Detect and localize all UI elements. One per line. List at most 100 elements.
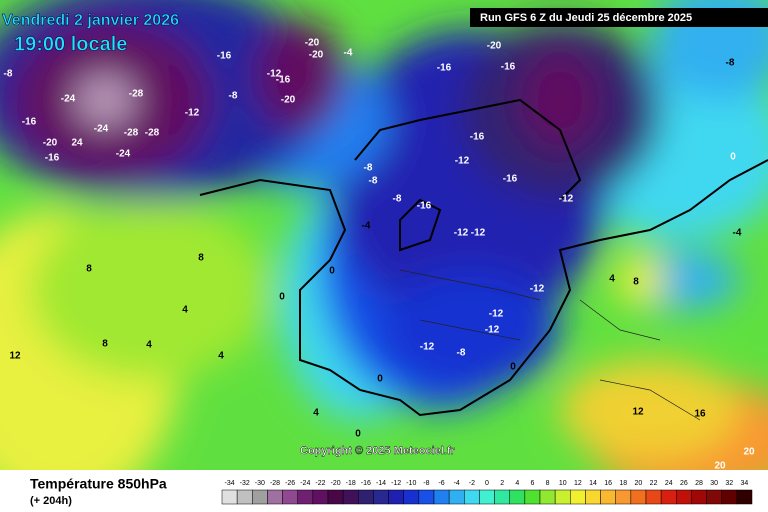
contour-label: -8 xyxy=(726,58,735,69)
scale-label: 30 xyxy=(710,480,718,487)
contour-label: -20 xyxy=(305,38,320,49)
contour-label: 0 xyxy=(510,362,516,373)
contour-label: 4 xyxy=(182,305,188,316)
scale-label: 4 xyxy=(515,480,519,487)
contour-label: -4 xyxy=(344,48,353,59)
scale-label: 16 xyxy=(604,480,612,487)
scale-label: -32 xyxy=(240,480,250,487)
scale-swatch xyxy=(252,489,268,505)
scale-swatch xyxy=(721,489,738,505)
scale-label: -4 xyxy=(454,480,460,487)
contour-label: -12 xyxy=(485,325,500,336)
contour-label: -28 xyxy=(129,89,144,100)
contour-label: -24 xyxy=(116,149,131,160)
scale-label: -24 xyxy=(300,480,310,487)
contour-label: 0 xyxy=(730,152,736,163)
scale-swatch xyxy=(524,489,541,505)
scale-swatch xyxy=(221,489,238,505)
scale-label: 6 xyxy=(530,480,534,487)
scale-swatch xyxy=(282,489,298,505)
coastlines xyxy=(199,98,768,417)
scale-swatch xyxy=(509,489,526,505)
scale-swatch xyxy=(479,489,495,505)
contour-label: -12 xyxy=(454,228,469,239)
contour-label: -16 xyxy=(470,132,485,143)
scale-label: -14 xyxy=(376,480,386,487)
scale-swatch xyxy=(676,489,692,505)
contour-label: -12 xyxy=(489,309,504,320)
contour-label: -20 xyxy=(43,138,58,149)
contour-label: -8 xyxy=(369,176,378,187)
scale-swatch xyxy=(706,489,722,505)
copyright: Copyright © 2025 Meteociel.fr xyxy=(300,445,456,457)
scale-label: 0 xyxy=(485,480,489,487)
contour-label: 4 xyxy=(218,351,224,362)
scale-swatch xyxy=(297,489,314,505)
scale-swatch xyxy=(494,489,510,505)
contour-label: -16 xyxy=(503,174,518,185)
scale-swatch xyxy=(267,489,283,505)
scale-swatch xyxy=(691,489,707,505)
scale-swatch xyxy=(645,489,662,505)
contour-label: -16 xyxy=(22,117,37,128)
contour-label: 12 xyxy=(9,351,21,362)
contour-label: 0 xyxy=(279,292,285,303)
run-info: Run GFS 6 Z du Jeudi 25 décembre 2025 xyxy=(480,12,692,24)
scale-label: -2 xyxy=(469,480,475,487)
contour-label: -8 xyxy=(393,194,402,205)
contour-label: 12 xyxy=(632,407,644,418)
scale-label: -20 xyxy=(331,480,341,487)
contour-label: 4 xyxy=(609,274,615,285)
scale-swatch xyxy=(464,489,480,505)
contour-label: 4 xyxy=(146,340,152,351)
scale-label: 18 xyxy=(619,480,627,487)
scale-swatch xyxy=(312,489,329,505)
contour-label: -16 xyxy=(45,153,60,164)
scale-swatch xyxy=(403,489,420,505)
scale-swatch xyxy=(342,489,359,505)
scale-swatch xyxy=(539,489,556,505)
scale-swatch xyxy=(570,489,586,505)
contour-label: 20 xyxy=(714,461,726,472)
scale-label: -22 xyxy=(315,480,325,487)
contour-label: 20 xyxy=(743,447,755,458)
scale-swatch xyxy=(236,489,253,505)
footer-title: Température 850hPa xyxy=(30,476,167,492)
forecast-time: 19:00 locale xyxy=(14,33,127,55)
contour-label: -16 xyxy=(437,63,452,74)
contour-label: -12 xyxy=(559,194,574,205)
scale-swatch xyxy=(373,489,389,505)
contour-label: -12 xyxy=(267,69,282,80)
contour-label: 4 xyxy=(313,408,319,419)
scale-label: 34 xyxy=(741,480,749,487)
scale-swatch xyxy=(630,489,647,505)
scale-swatch xyxy=(600,489,616,505)
contour-label: 24 xyxy=(71,138,83,149)
scale-swatch xyxy=(327,489,344,505)
contour-label: 0 xyxy=(355,429,361,440)
scale-label: -28 xyxy=(270,480,280,487)
scale-label: 28 xyxy=(695,480,703,487)
scale-label: 24 xyxy=(665,480,673,487)
contour-label: -28 xyxy=(124,128,139,139)
scale-swatch xyxy=(358,489,374,505)
scale-label: -6 xyxy=(438,480,444,487)
contour-label: 8 xyxy=(633,277,639,288)
contour-label: -4 xyxy=(362,221,371,232)
contour-label: 8 xyxy=(102,339,108,350)
contour-label: -20 xyxy=(281,95,296,106)
contour-label: -16 xyxy=(417,201,432,212)
contour-label: -12 xyxy=(455,156,470,167)
scale-label: 14 xyxy=(589,480,597,487)
scale-label: 22 xyxy=(650,480,658,487)
contour-label: -4 xyxy=(733,228,742,239)
scale-label: 2 xyxy=(500,480,504,487)
contour-label: -24 xyxy=(94,124,109,135)
contour-label: -24 xyxy=(61,94,76,105)
contour-label: -12 xyxy=(185,108,200,119)
scale-label: -12 xyxy=(391,480,401,487)
contour-label: -8 xyxy=(229,91,238,102)
contour-label: -8 xyxy=(457,348,466,359)
